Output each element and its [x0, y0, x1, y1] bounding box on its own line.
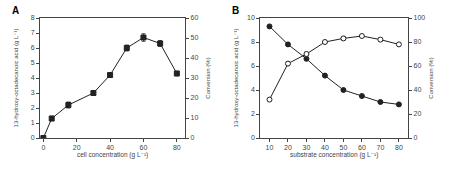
svg-text:0: 0	[251, 134, 255, 141]
svg-text:2: 2	[31, 104, 35, 111]
svg-text:cell concentration (g L⁻¹): cell concentration (g L⁻¹)	[77, 151, 148, 159]
svg-text:0: 0	[31, 134, 35, 141]
svg-text:10: 10	[247, 14, 255, 21]
svg-text:80: 80	[414, 38, 422, 45]
svg-text:13-hydroxy-octadecanoic acid (: 13-hydroxy-octadecanoic acid (g L⁻¹)	[233, 29, 239, 128]
svg-text:20: 20	[191, 94, 199, 101]
svg-text:60: 60	[191, 14, 199, 21]
svg-text:8: 8	[31, 14, 35, 21]
svg-text:20: 20	[73, 144, 81, 151]
svg-text:10: 10	[266, 144, 274, 151]
svg-text:60: 60	[140, 144, 148, 151]
svg-text:6: 6	[31, 44, 35, 51]
svg-text:50: 50	[191, 34, 199, 41]
svg-text:80: 80	[173, 144, 181, 151]
svg-text:20: 20	[414, 110, 422, 117]
svg-text:8: 8	[251, 38, 255, 45]
svg-text:30: 30	[191, 74, 199, 81]
svg-text:Conversion (%): Conversion (%)	[428, 57, 434, 98]
svg-text:20: 20	[284, 144, 292, 151]
svg-text:1: 1	[31, 119, 35, 126]
svg-text:0: 0	[414, 134, 418, 141]
svg-text:40: 40	[191, 54, 199, 61]
svg-text:60: 60	[358, 144, 366, 151]
svg-text:30: 30	[303, 144, 311, 151]
svg-text:substrate concentration (g L⁻¹: substrate concentration (g L⁻¹)	[290, 151, 378, 159]
svg-text:2: 2	[251, 110, 255, 117]
svg-text:4: 4	[31, 74, 35, 81]
svg-text:80: 80	[395, 144, 403, 151]
svg-text:40: 40	[321, 144, 329, 151]
svg-text:5: 5	[31, 59, 35, 66]
svg-text:Conversion (%): Conversion (%)	[205, 57, 211, 98]
svg-text:6: 6	[251, 62, 255, 69]
svg-text:10: 10	[191, 114, 199, 121]
svg-text:B: B	[232, 5, 239, 16]
svg-text:70: 70	[377, 144, 385, 151]
svg-text:100: 100	[414, 14, 426, 21]
svg-text:0: 0	[41, 144, 45, 151]
svg-text:7: 7	[31, 29, 35, 36]
svg-text:4: 4	[251, 86, 255, 93]
svg-text:50: 50	[340, 144, 348, 151]
svg-text:0: 0	[191, 134, 195, 141]
svg-text:60: 60	[414, 62, 422, 69]
svg-text:3: 3	[31, 89, 35, 96]
svg-text:40: 40	[414, 86, 422, 93]
svg-text:A: A	[12, 5, 19, 16]
svg-text:40: 40	[106, 144, 114, 151]
svg-text:13-hydroxy-octadecanoic acid (: 13-hydroxy-octadecanoic acid (g L⁻¹)	[13, 29, 19, 128]
